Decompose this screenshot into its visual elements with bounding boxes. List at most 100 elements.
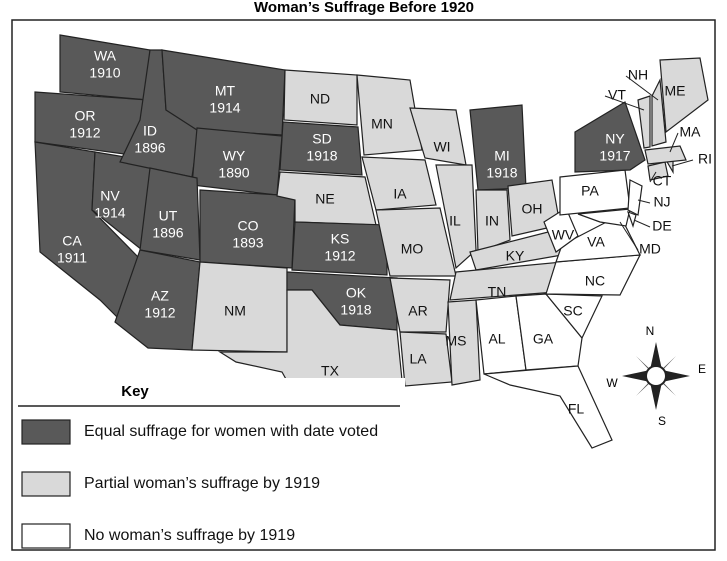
states xyxy=(34,34,709,449)
state xyxy=(114,249,201,351)
state-abbr: MO xyxy=(401,241,424,257)
state-abbr: MD xyxy=(639,241,661,257)
state xyxy=(574,101,646,173)
key-label: Equal suffrage for women with date voted xyxy=(84,423,378,440)
leader-line xyxy=(669,132,679,153)
state-abbr: KS xyxy=(331,231,350,247)
state-abbr: WA xyxy=(94,48,117,64)
state-abbr: MT xyxy=(215,83,236,99)
state-abbr: AL xyxy=(488,331,505,347)
compass: N E S W xyxy=(606,324,706,428)
leader-line xyxy=(649,171,657,183)
state-year: 1893 xyxy=(232,235,263,251)
state xyxy=(577,208,631,227)
state-abbr: IA xyxy=(393,186,407,202)
state-abbr: SC xyxy=(563,303,582,319)
state xyxy=(644,145,687,165)
state xyxy=(361,156,437,211)
state xyxy=(659,57,709,134)
state-abbr: WV xyxy=(552,227,575,243)
state-abbr: NH xyxy=(628,67,648,83)
state-abbr: SD xyxy=(312,131,331,147)
state xyxy=(515,293,583,371)
state-abbr: TX xyxy=(321,363,340,379)
state-year: 1918 xyxy=(340,302,371,318)
state xyxy=(389,277,451,333)
state-abbr: ID xyxy=(143,123,157,139)
state-abbr: VA xyxy=(587,234,605,250)
leader-line xyxy=(625,75,659,101)
state-abbr: WI xyxy=(433,139,450,155)
state-abbr: OH xyxy=(522,201,543,217)
state-abbr: RI xyxy=(698,151,712,167)
state xyxy=(283,69,358,126)
labels: WA1910OR1912CA1911NV1914ID1896MT1914WY18… xyxy=(57,48,712,417)
state-abbr: CA xyxy=(62,233,82,249)
key-swatch xyxy=(21,523,71,549)
key-title: Key xyxy=(121,383,149,400)
state-abbr: NJ xyxy=(653,194,670,210)
state-year: 1914 xyxy=(209,100,240,116)
state-abbr: NY xyxy=(605,131,625,147)
state-year: 1918 xyxy=(486,165,517,181)
state xyxy=(475,189,511,253)
compass-north: N xyxy=(646,324,655,338)
state-abbr: AZ xyxy=(151,288,169,304)
state-abbr: DE xyxy=(652,218,671,234)
state-abbr: KY xyxy=(506,248,525,264)
state-abbr: IN xyxy=(485,213,499,229)
state-year: 1914 xyxy=(94,205,125,221)
state-year: 1910 xyxy=(89,65,120,81)
state-abbr: ND xyxy=(310,91,330,107)
state-abbr: IL xyxy=(449,213,461,229)
state-abbr: NE xyxy=(315,191,334,207)
state-abbr: WY xyxy=(223,148,246,164)
state-abbr: OR xyxy=(75,108,96,124)
state-abbr: MS xyxy=(446,333,467,349)
state-year: 1912 xyxy=(69,125,100,141)
state-year: 1896 xyxy=(134,140,165,156)
state-abbr: MA xyxy=(680,124,702,140)
leader-line xyxy=(637,199,651,204)
compass-east: E xyxy=(698,362,706,376)
state-abbr: ME xyxy=(665,83,686,99)
key-swatch xyxy=(21,471,71,497)
key: Key Equal suffrage for women with date v… xyxy=(15,378,405,549)
state-abbr: GA xyxy=(533,331,554,347)
leader-line xyxy=(619,221,639,251)
leader-line xyxy=(671,159,694,167)
key-swatch xyxy=(21,419,71,445)
state-abbr: NC xyxy=(585,273,605,289)
state-abbr: MN xyxy=(371,116,393,132)
state xyxy=(627,179,643,216)
state xyxy=(544,293,603,340)
state-abbr: UT xyxy=(159,208,178,224)
state-year: 1918 xyxy=(306,148,337,164)
state xyxy=(651,77,667,147)
key-label: Partial woman’s suffrage by 1919 xyxy=(84,475,320,492)
state-abbr: OK xyxy=(346,285,367,301)
state xyxy=(279,121,363,176)
leader-line xyxy=(633,219,651,228)
leader-line xyxy=(604,95,645,111)
state xyxy=(291,221,388,276)
state xyxy=(483,365,613,449)
state-year: 1912 xyxy=(144,305,175,321)
state-abbr: MI xyxy=(494,148,510,164)
state-abbr: VT xyxy=(608,87,626,103)
compass-west: W xyxy=(606,376,618,390)
state-abbr: AR xyxy=(408,303,427,319)
state-year: 1912 xyxy=(324,248,355,264)
compass-south: S xyxy=(658,414,666,428)
state xyxy=(555,214,641,263)
state-abbr: NM xyxy=(224,303,246,319)
map-title: Woman’s Suffrage Before 1920 xyxy=(254,0,474,16)
state xyxy=(543,207,579,253)
key-box xyxy=(15,378,405,548)
state-abbr: TN xyxy=(488,284,507,300)
state-abbr: LA xyxy=(409,351,427,367)
state xyxy=(447,299,481,386)
state-year: 1896 xyxy=(152,225,183,241)
state-abbr: CO xyxy=(238,218,259,234)
